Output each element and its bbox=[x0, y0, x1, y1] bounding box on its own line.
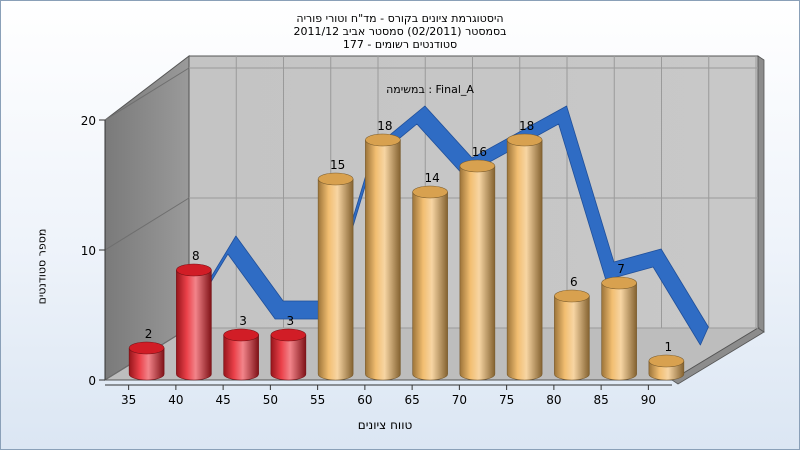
x-tick-label: 90 bbox=[641, 393, 656, 407]
x-tick-label: 35 bbox=[121, 393, 136, 407]
x-tick-label: 55 bbox=[310, 393, 325, 407]
x-tick-label: 65 bbox=[404, 393, 419, 407]
bar-top bbox=[459, 159, 496, 173]
floor-edge bbox=[671, 327, 765, 385]
bar-top bbox=[554, 289, 590, 303]
x-tick-label: 75 bbox=[499, 393, 514, 407]
bar-top bbox=[270, 328, 307, 342]
y-tick-label: 10 bbox=[81, 244, 96, 258]
chart-annotation: במשימה : Final_A bbox=[386, 83, 474, 96]
bar-top bbox=[317, 172, 354, 186]
data-label: 16 bbox=[472, 145, 487, 159]
data-label: 1 bbox=[665, 340, 673, 354]
bar bbox=[459, 165, 496, 381]
bar bbox=[317, 178, 354, 381]
bar bbox=[506, 139, 543, 381]
x-axis-title: טווח ציונים bbox=[357, 418, 413, 432]
bar bbox=[601, 282, 637, 381]
chart-title-line-1: היסטוגרמת ציונים בקורס - מד"ח וטורי פורי… bbox=[296, 12, 504, 25]
x-tick-label: 45 bbox=[215, 393, 230, 407]
x-tick-label: 50 bbox=[263, 393, 278, 407]
y-tick-label: 0 bbox=[88, 374, 96, 388]
left-wall-gridline bbox=[104, 67, 190, 121]
x-tick-label: 70 bbox=[452, 393, 467, 407]
bar-top bbox=[223, 328, 259, 342]
bar-top bbox=[601, 276, 637, 290]
x-tick-label: 80 bbox=[546, 393, 561, 407]
chart-title-line-2: בסמסטר (02/2011) סמסטר אביב 2011/12 bbox=[293, 25, 507, 38]
data-label: 15 bbox=[330, 158, 345, 172]
y-axis-title: מספר סטודנטים bbox=[35, 228, 49, 305]
data-label: 14 bbox=[424, 171, 439, 185]
bar-top bbox=[176, 263, 212, 277]
bar-top bbox=[128, 341, 165, 355]
y-tick-label: 20 bbox=[81, 114, 96, 128]
bar bbox=[412, 191, 448, 381]
bar bbox=[270, 334, 307, 381]
bar bbox=[128, 347, 165, 381]
left-wall-gridline bbox=[104, 197, 190, 251]
bar bbox=[176, 269, 212, 381]
chart-title-line-3: סטודנטים רשומים - 177 bbox=[342, 38, 458, 51]
bar-top bbox=[648, 354, 685, 368]
x-tick-label: 85 bbox=[593, 393, 608, 407]
data-label: 3 bbox=[239, 314, 247, 328]
data-label: 2 bbox=[145, 327, 153, 341]
data-label: 18 bbox=[519, 119, 534, 133]
data-label: 8 bbox=[192, 249, 200, 263]
bar bbox=[554, 295, 590, 381]
data-label: 18 bbox=[377, 119, 392, 133]
data-label: 7 bbox=[617, 262, 625, 276]
data-label: 6 bbox=[570, 275, 578, 289]
bar-top bbox=[412, 185, 448, 199]
bar-top bbox=[365, 133, 401, 147]
bar-top bbox=[506, 133, 543, 147]
x-tick-label: 60 bbox=[357, 393, 372, 407]
x-tick-label: 40 bbox=[168, 393, 183, 407]
bar bbox=[223, 334, 259, 381]
back-wall-edge bbox=[757, 55, 765, 333]
data-label: 3 bbox=[287, 314, 295, 328]
bar bbox=[365, 139, 401, 381]
